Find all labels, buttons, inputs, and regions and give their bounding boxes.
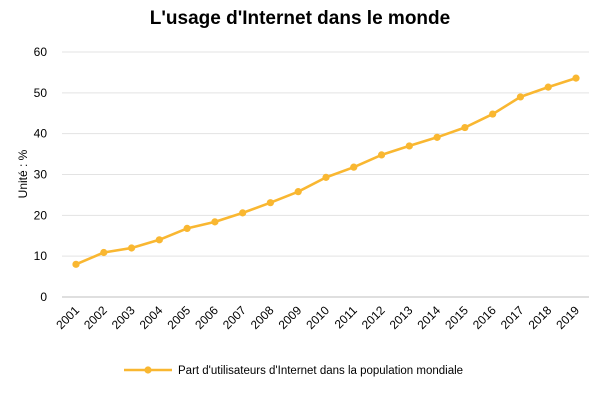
y-tick-label-40: 40: [34, 127, 48, 141]
y-tick-label-50: 50: [34, 86, 48, 100]
x-tick-label-2004: 2004: [137, 303, 166, 332]
y-tick-label-60: 60: [34, 45, 48, 59]
y-axis-tick-labels: 0 10 20 30 40 50 60: [34, 45, 48, 304]
data-point-2006: [211, 218, 219, 226]
x-tick-label-2018: 2018: [526, 303, 555, 332]
legend-label: Part d'utilisateurs d'Internet dans la p…: [178, 365, 463, 377]
data-point-2008: [266, 199, 275, 207]
data-point-2012: [377, 151, 386, 159]
data-point-2002: [100, 248, 108, 257]
series-line-0: [74, 76, 578, 266]
data-point-2017: [516, 93, 525, 101]
data-point-2011: [350, 163, 358, 171]
x-tick-label-2003: 2003: [109, 303, 138, 332]
data-point-2005: [183, 224, 191, 232]
data-point-2001: [72, 260, 80, 268]
x-tick-label-2016: 2016: [470, 303, 499, 332]
x-tick-label-2013: 2013: [387, 303, 416, 332]
x-tick-label-2010: 2010: [303, 303, 332, 332]
data-point-2018: [544, 83, 552, 91]
data-point-2016: [489, 110, 497, 118]
x-tick-label-2014: 2014: [414, 303, 443, 332]
x-tick-label-2009: 2009: [276, 303, 305, 332]
data-point-2003: [127, 244, 136, 252]
data-point-2004: [155, 236, 163, 244]
y-axis-label: Unité : %: [16, 149, 30, 198]
gridlines: [62, 51, 589, 257]
data-point-2013: [405, 142, 413, 150]
chart-title: L'usage d'Internet dans le monde: [150, 8, 450, 29]
x-tick-label-2002: 2002: [81, 303, 110, 332]
y-tick-label-0: 0: [40, 290, 47, 304]
x-tick-label-2019: 2019: [553, 303, 582, 332]
x-tick-label-2005: 2005: [164, 303, 193, 332]
series-layer: [72, 74, 580, 268]
x-tick-label-2006: 2006: [192, 303, 221, 332]
x-tick-label-2001: 2001: [53, 303, 82, 332]
data-point-2014: [433, 133, 441, 141]
x-axis-tick-labels: 2001200220032004200520062007200820092010…: [53, 303, 582, 332]
x-tick-label-2008: 2008: [248, 303, 277, 332]
x-tick-label-2017: 2017: [498, 303, 527, 332]
legend: Part d'utilisateurs d'Internet dans la p…: [124, 365, 463, 377]
data-point-2009: [294, 188, 302, 196]
y-tick-label-20: 20: [34, 208, 48, 222]
x-tick-label-2015: 2015: [442, 303, 471, 332]
data-point-2007: [239, 209, 247, 217]
data-point-2019: [572, 74, 580, 82]
legend-point-marker: [144, 366, 152, 374]
x-tick-label-2012: 2012: [359, 303, 388, 332]
data-point-2015: [461, 123, 469, 132]
x-tick-label-2007: 2007: [220, 303, 249, 332]
y-tick-label-30: 30: [34, 168, 48, 182]
y-tick-label-10: 10: [34, 249, 48, 263]
data-point-2010: [322, 173, 330, 181]
x-tick-label-2011: 2011: [332, 303, 360, 331]
